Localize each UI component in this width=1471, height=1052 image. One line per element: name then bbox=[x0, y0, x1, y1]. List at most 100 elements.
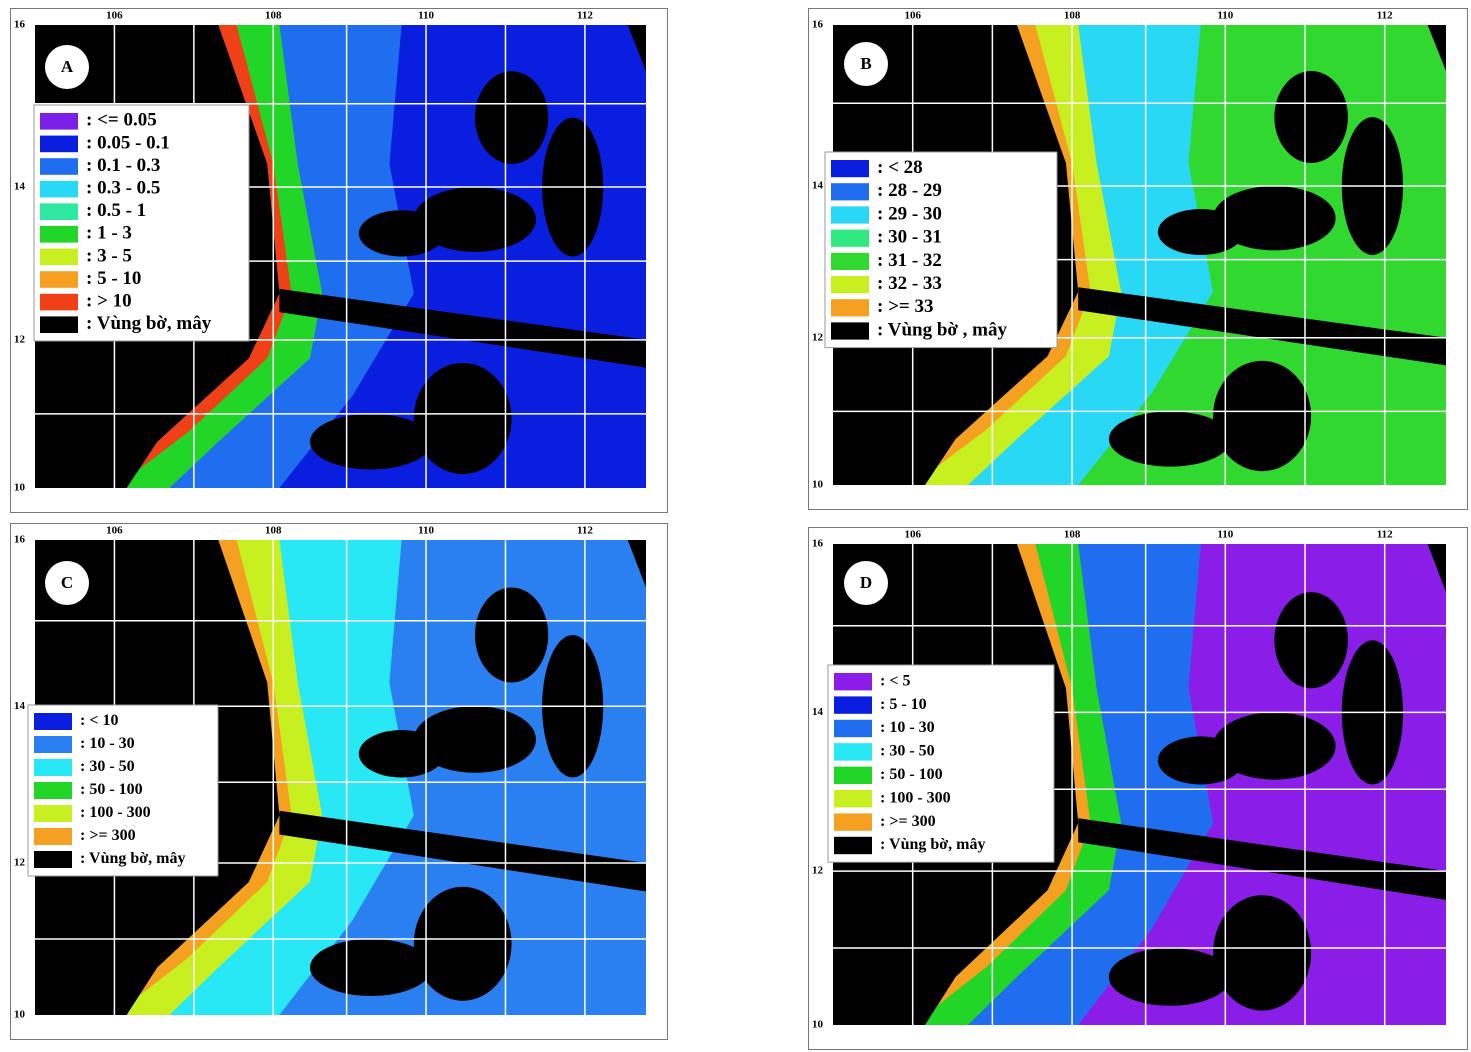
legend-swatch bbox=[40, 226, 78, 243]
legend-swatch bbox=[34, 805, 72, 822]
legend-swatch bbox=[40, 181, 78, 198]
legend-swatch bbox=[40, 158, 78, 175]
lon-label: 110 bbox=[1217, 529, 1233, 541]
legend-swatch bbox=[34, 759, 72, 776]
legend-label: : 10 - 30 bbox=[80, 735, 135, 752]
legend-label: : 50 - 100 bbox=[880, 766, 943, 783]
lat-label: 12 bbox=[14, 857, 26, 869]
legend-label: : Vùng bờ, mây bbox=[86, 313, 212, 334]
legend-label: : 30 - 50 bbox=[80, 758, 135, 775]
cloud bbox=[1158, 736, 1244, 784]
legend-label: : < 5 bbox=[880, 672, 910, 689]
lon-label: 112 bbox=[577, 525, 593, 537]
cloud bbox=[310, 414, 432, 470]
legend-label: : < 10 bbox=[80, 712, 118, 729]
lon-label: 106 bbox=[904, 10, 921, 22]
lon-label: 108 bbox=[1064, 10, 1081, 22]
cloud bbox=[414, 887, 512, 1001]
legend-swatch bbox=[40, 294, 78, 311]
cloud bbox=[359, 730, 445, 778]
legend-swatch bbox=[831, 160, 869, 177]
lat-label: 12 bbox=[812, 331, 824, 343]
cloud bbox=[359, 210, 445, 256]
legend-label: : 5 - 10 bbox=[86, 268, 141, 289]
legend-swatch bbox=[831, 253, 869, 270]
legend-label: : >= 300 bbox=[80, 827, 136, 844]
lon-label: 112 bbox=[1377, 10, 1393, 22]
legend-label: : 1 - 3 bbox=[86, 223, 132, 244]
lat-label: 12 bbox=[14, 333, 26, 345]
map-panel: 106 108 110 112 16 14 12 10 D : < 5 : 5 - 10 : 10 -… bbox=[808, 527, 1468, 1050]
legend-swatch bbox=[834, 813, 872, 830]
legend-swatch bbox=[834, 767, 872, 784]
legend-label: : >= 33 bbox=[877, 296, 933, 317]
legend-label: : 30 - 31 bbox=[877, 227, 942, 248]
legend-label: : Vùng bờ, mây bbox=[880, 836, 985, 853]
legend-swatch bbox=[831, 230, 869, 247]
cloud bbox=[414, 363, 512, 474]
lat-label: 12 bbox=[812, 865, 824, 877]
legend-swatch bbox=[34, 713, 72, 730]
cloud bbox=[1213, 361, 1311, 471]
legend-label: : 5 - 10 bbox=[880, 696, 927, 713]
legend-swatch bbox=[34, 736, 72, 753]
legend-swatch bbox=[34, 782, 72, 799]
page: 106 108 110 112 16 14 12 10 A : <= 0.05: 0.05 - 0… bbox=[0, 0, 1471, 1052]
lon-label: 106 bbox=[904, 529, 921, 541]
legend-swatch bbox=[34, 851, 72, 868]
legend-swatch bbox=[834, 790, 872, 807]
legend-label: : 32 - 33 bbox=[877, 273, 942, 294]
lon-label: 108 bbox=[265, 525, 282, 537]
legend-swatch bbox=[831, 276, 869, 293]
panel-letter: D bbox=[860, 573, 872, 592]
lat-label: 16 bbox=[14, 19, 26, 31]
legend-label: : 10 - 30 bbox=[880, 719, 935, 736]
legend-swatch bbox=[40, 271, 78, 288]
cloud bbox=[1274, 71, 1348, 163]
lat-label: 16 bbox=[812, 538, 824, 550]
legend-label: : 0.3 - 0.5 bbox=[86, 177, 160, 198]
legend-label: : < 28 bbox=[877, 157, 923, 178]
legend-label: : 50 - 100 bbox=[80, 781, 143, 798]
legend-label: : 28 - 29 bbox=[877, 180, 942, 201]
lat-label: 14 bbox=[812, 180, 824, 192]
lon-label: 106 bbox=[106, 525, 123, 537]
panel-letter: A bbox=[61, 57, 74, 76]
legend-label: : 30 - 50 bbox=[880, 743, 935, 760]
legend-label: : 3 - 5 bbox=[86, 245, 132, 266]
legend-swatch bbox=[40, 113, 78, 130]
lat-label: 14 bbox=[14, 181, 26, 193]
cloud bbox=[1213, 895, 1311, 1010]
legend-swatch bbox=[831, 183, 869, 200]
cloud bbox=[475, 71, 548, 164]
legend-swatch bbox=[834, 720, 872, 737]
lon-label: 108 bbox=[1064, 529, 1081, 541]
cloud bbox=[475, 588, 548, 683]
cloud bbox=[1109, 411, 1232, 466]
lat-label: 16 bbox=[812, 19, 824, 31]
legend-label: : Vùng bờ , mây bbox=[877, 319, 1008, 340]
cloud bbox=[1158, 209, 1244, 255]
legend-swatch bbox=[40, 136, 78, 153]
legend-box bbox=[828, 665, 1054, 862]
lon-label: 108 bbox=[265, 10, 282, 22]
legend-label: : 100 - 300 bbox=[80, 804, 151, 821]
lat-label: 14 bbox=[812, 706, 824, 718]
legend-swatch bbox=[834, 837, 872, 854]
lat-label: 10 bbox=[14, 482, 26, 494]
legend-label: : 0.05 - 0.1 bbox=[86, 132, 170, 153]
legend-label: : <= 0.05 bbox=[86, 110, 157, 131]
legend-label: : 31 - 32 bbox=[877, 250, 942, 271]
lon-label: 112 bbox=[1377, 529, 1393, 541]
legend-swatch bbox=[834, 743, 872, 760]
lon-label: 110 bbox=[418, 10, 434, 22]
lat-label: 10 bbox=[812, 1019, 824, 1031]
legend-swatch bbox=[831, 299, 869, 316]
lat-label: 10 bbox=[812, 479, 824, 491]
legend-swatch bbox=[40, 203, 78, 220]
lon-label: 110 bbox=[418, 525, 434, 537]
lon-label: 112 bbox=[577, 10, 593, 22]
cloud bbox=[310, 939, 432, 996]
